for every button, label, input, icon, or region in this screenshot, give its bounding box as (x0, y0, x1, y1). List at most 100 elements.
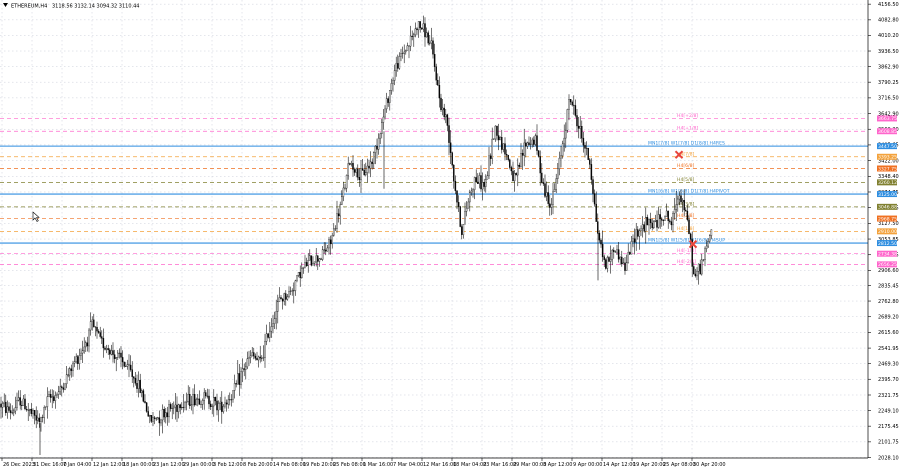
candle (405, 50, 406, 55)
candle (669, 219, 670, 224)
candle (618, 242, 619, 262)
y-tick-label: 2395.70 (878, 377, 899, 383)
candle (34, 410, 35, 424)
y-tick-label: 2689.20 (878, 315, 899, 321)
candle (199, 390, 200, 404)
candle (100, 327, 101, 339)
candle (365, 163, 366, 177)
x-tick-label: 18 Jan 00:00 (123, 462, 155, 468)
candle (117, 350, 118, 360)
candle (580, 116, 581, 139)
candle (308, 253, 309, 273)
candle (375, 145, 376, 164)
candle (399, 52, 400, 70)
candle (244, 364, 245, 377)
candle (264, 334, 265, 368)
candle (540, 151, 541, 186)
candle (461, 224, 462, 239)
dropdown-triangle-icon[interactable] (3, 3, 8, 7)
candle (447, 114, 448, 132)
chart-header: ETHEREUM,H4 3118.56 3132.14 3094.32 3110… (3, 3, 139, 10)
candle (287, 294, 288, 301)
candle (159, 410, 160, 435)
y-tick-label: 3862.90 (878, 64, 899, 70)
candle (284, 293, 285, 306)
level-price-tag: 3447.50 (877, 143, 897, 150)
candle (240, 367, 241, 389)
x-tick-label: 14 Feb 08:00 (273, 462, 306, 468)
candle (474, 177, 475, 199)
candle (250, 350, 251, 363)
candle (288, 286, 289, 298)
candle (623, 258, 624, 264)
candle (514, 170, 515, 192)
price-tag-text: 3046.88 (878, 205, 897, 211)
candle (26, 406, 27, 412)
ohlc-label: 3118.56 3132.14 3094.32 3110.44 (52, 4, 139, 10)
x-tick-label: 7 Jan 04:00 (63, 462, 91, 468)
candle (351, 161, 352, 167)
candle (296, 275, 297, 282)
candle (152, 412, 153, 426)
candle (368, 160, 369, 174)
candle (554, 183, 555, 192)
candle (576, 109, 577, 132)
level-label: MN1[6/8] W1[6/8] D1[7/8] H4PIVOT (648, 189, 730, 195)
candle (389, 90, 390, 110)
candle (613, 247, 614, 259)
candle (138, 371, 139, 397)
candle (149, 415, 150, 423)
y-tick-label: 2175.45 (878, 424, 899, 430)
candle (164, 406, 165, 422)
candle (423, 16, 424, 32)
candle (400, 49, 401, 61)
candle (280, 295, 281, 299)
candle (440, 94, 441, 112)
y-tick-label: 2615.60 (878, 330, 899, 336)
candle (573, 95, 574, 114)
candle (444, 104, 445, 120)
level-price-tag: 3260.12 (877, 179, 897, 186)
candle (12, 405, 13, 414)
candle (567, 109, 568, 133)
candle (188, 385, 189, 405)
candle (525, 139, 526, 157)
candle (472, 188, 473, 197)
candle (232, 390, 233, 402)
candle (90, 312, 91, 335)
candle (135, 372, 136, 386)
candle (132, 361, 133, 383)
candle (306, 258, 307, 267)
candle (468, 198, 469, 209)
candle (178, 404, 179, 419)
candle (80, 348, 81, 359)
candle (663, 219, 664, 225)
candle (298, 272, 299, 277)
candle (55, 391, 56, 408)
candle (111, 345, 112, 356)
candle (7, 401, 8, 419)
candle (186, 393, 187, 411)
price-tag-text: 3608.85 (878, 129, 897, 135)
candle (215, 397, 216, 406)
candle (701, 254, 702, 276)
candle (234, 375, 235, 399)
candle (295, 280, 296, 296)
candle (183, 394, 184, 412)
x-tick-label: 18 Mar 04:00 (453, 462, 486, 468)
candle (394, 65, 395, 86)
candle (442, 99, 443, 115)
candle (456, 190, 457, 209)
candle (335, 225, 336, 231)
candle (304, 255, 305, 268)
candle (610, 246, 611, 274)
candle (588, 148, 589, 160)
candle (349, 163, 350, 166)
candle (84, 337, 85, 354)
candle (141, 388, 142, 397)
candle (384, 105, 385, 119)
candle (229, 392, 230, 405)
candle (383, 109, 384, 130)
candle (207, 389, 208, 399)
